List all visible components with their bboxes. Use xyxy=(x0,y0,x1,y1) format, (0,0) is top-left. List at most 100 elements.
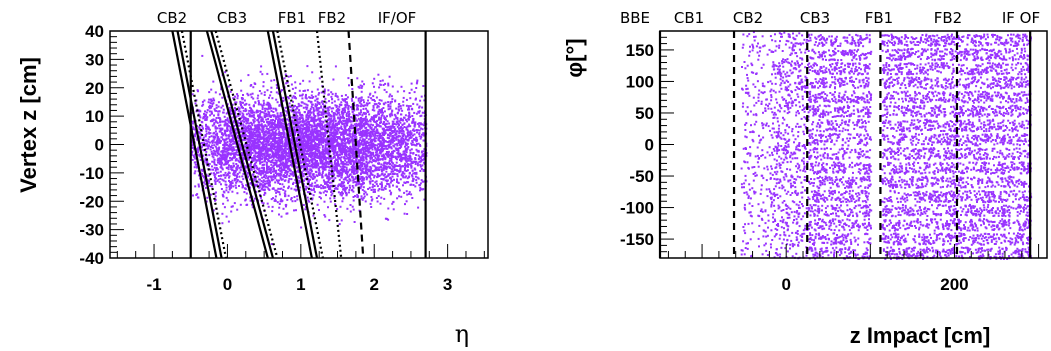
scatter-point xyxy=(341,122,343,124)
scatter-point xyxy=(280,198,282,200)
scatter-point xyxy=(336,208,338,210)
scatter-point xyxy=(351,152,353,154)
scatter-point xyxy=(361,81,363,83)
scatter-point xyxy=(341,117,343,119)
scatter-point xyxy=(254,83,256,85)
scatter-point xyxy=(376,176,378,178)
scatter-point xyxy=(224,206,226,208)
scatter-point xyxy=(259,90,261,92)
scatter-point xyxy=(255,127,257,129)
scatter-point xyxy=(351,100,353,102)
scatter-point xyxy=(347,96,349,98)
scatter-point xyxy=(341,194,343,196)
scatter-point xyxy=(314,182,316,184)
scatter-point xyxy=(292,120,294,122)
scatter-point xyxy=(276,164,278,166)
scatter-point xyxy=(201,142,203,144)
scatter-point xyxy=(320,111,322,113)
scatter-point xyxy=(257,95,259,97)
scatter-point xyxy=(269,94,271,96)
scatter-point xyxy=(279,164,281,166)
scatter-point xyxy=(382,128,384,130)
scatter-point xyxy=(382,139,384,141)
scatter-point xyxy=(264,192,266,194)
scatter-point xyxy=(246,193,248,195)
scatter-point xyxy=(277,201,279,203)
scatter-point xyxy=(412,134,414,136)
scatter-point xyxy=(302,80,304,82)
scatter-point xyxy=(292,88,294,90)
scatter-point xyxy=(246,153,248,155)
scatter-point xyxy=(380,164,382,166)
scatter-point xyxy=(231,169,233,171)
scatter-point xyxy=(273,79,275,81)
scatter-point xyxy=(314,191,316,193)
scatter-point xyxy=(233,152,235,154)
scatter-point xyxy=(354,151,356,153)
scatter-point xyxy=(291,143,293,145)
scatter-point xyxy=(378,195,380,197)
scatter-point xyxy=(381,135,383,137)
scatter-point xyxy=(372,184,374,186)
scatter-point xyxy=(215,183,217,185)
scatter-point xyxy=(385,119,387,121)
scatter-point xyxy=(288,165,290,167)
scatter-point xyxy=(337,188,339,190)
scatter-point xyxy=(197,90,199,92)
scatter-point xyxy=(260,104,262,106)
scatter-point xyxy=(387,134,389,136)
scatter-point xyxy=(302,102,304,104)
scatter-point xyxy=(333,197,335,199)
scatter-point xyxy=(207,147,209,149)
scatter-point xyxy=(233,155,235,157)
scatter-point xyxy=(373,78,375,80)
scatter-point xyxy=(339,223,341,225)
scatter-point xyxy=(308,100,310,102)
scatter-point xyxy=(210,146,212,148)
scatter-point xyxy=(377,185,379,187)
scatter-point xyxy=(379,103,381,105)
scatter-point xyxy=(381,186,383,188)
scatter-point xyxy=(344,104,346,106)
scatter-point xyxy=(382,159,384,161)
scatter-point xyxy=(369,94,371,96)
scatter-point xyxy=(321,123,323,125)
scatter-point xyxy=(362,183,364,185)
scatter-point xyxy=(212,98,214,100)
scatter-point xyxy=(289,156,291,158)
scatter-point xyxy=(235,187,237,189)
scatter-point xyxy=(214,151,216,153)
scatter-point xyxy=(311,71,313,73)
scatter-point xyxy=(199,116,201,118)
scatter-point xyxy=(410,193,412,195)
scatter-point xyxy=(348,189,350,191)
scatter-point xyxy=(402,172,404,174)
scatter-point xyxy=(361,115,363,117)
scatter-point xyxy=(346,174,348,176)
scatter-point xyxy=(391,110,393,112)
scatter-point xyxy=(397,175,399,177)
scatter-point xyxy=(253,116,255,118)
scatter-point xyxy=(263,81,265,83)
scatter-point xyxy=(364,104,366,106)
scatter-point xyxy=(372,82,374,84)
scatter-point xyxy=(396,162,398,164)
scatter-point xyxy=(330,194,332,196)
scatter-point xyxy=(276,91,278,93)
scatter-point xyxy=(380,158,382,160)
scatter-point xyxy=(286,212,288,214)
scatter-point xyxy=(378,109,380,111)
scatter-point xyxy=(257,97,259,99)
scatter-point xyxy=(413,184,415,186)
scatter-point xyxy=(276,126,278,128)
scatter-point xyxy=(228,164,230,166)
scatter-point xyxy=(416,80,418,82)
scatter-point xyxy=(336,114,338,116)
scatter-point xyxy=(291,84,293,86)
scatter-point xyxy=(343,170,345,172)
scatter-point xyxy=(304,120,306,122)
scatter-point xyxy=(311,189,313,191)
scatter-point xyxy=(316,98,318,100)
scatter-point xyxy=(271,97,273,99)
scatter-point xyxy=(372,174,374,176)
